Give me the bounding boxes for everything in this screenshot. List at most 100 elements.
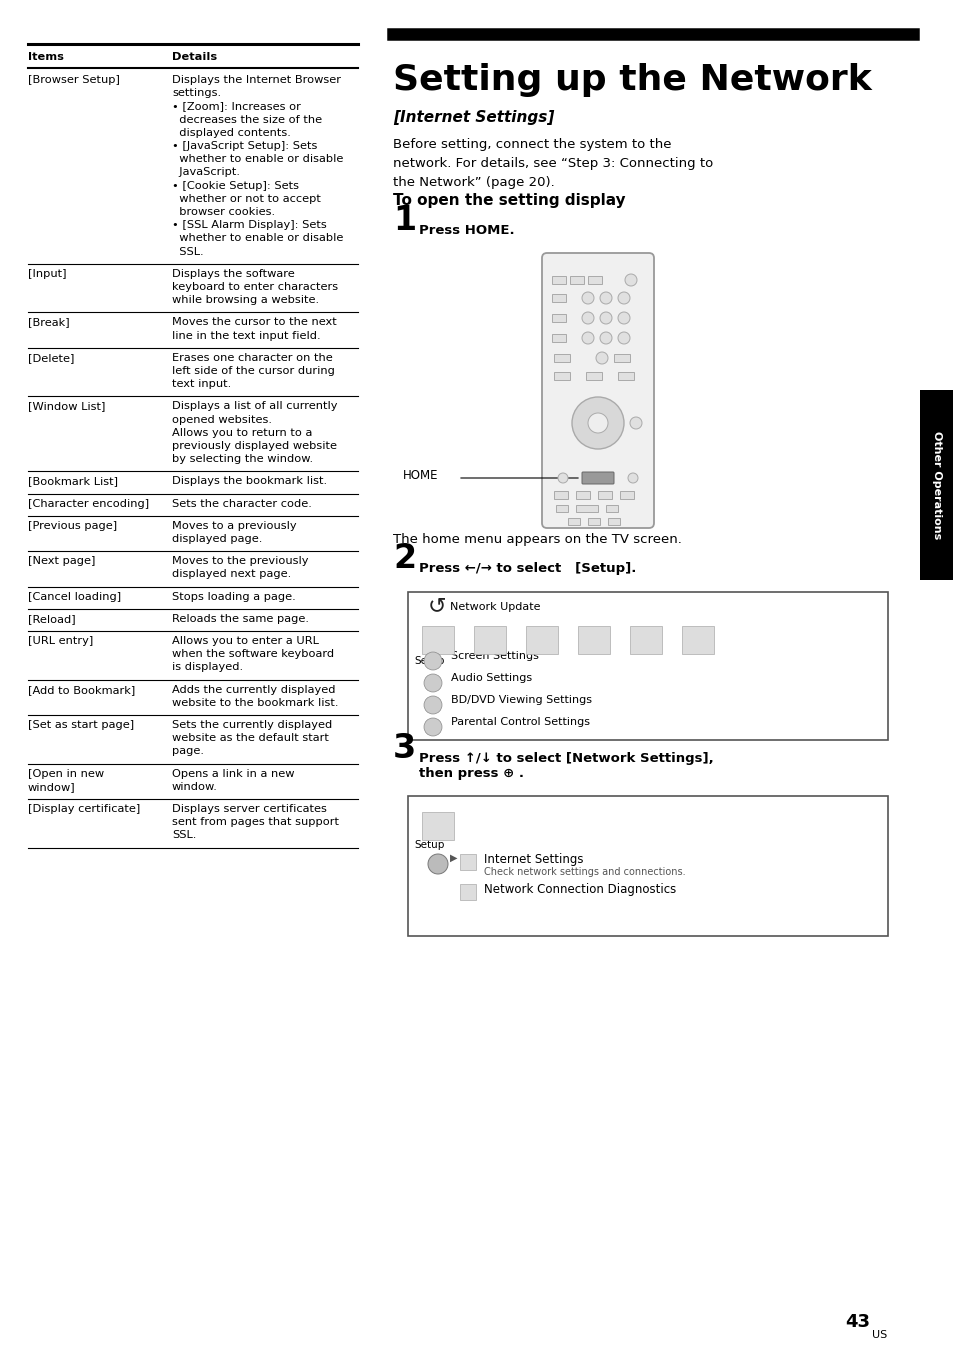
Bar <box>552 293 565 301</box>
Text: Screen Settings: Screen Settings <box>451 652 538 661</box>
Text: browser cookies.: browser cookies. <box>172 207 274 218</box>
Circle shape <box>428 854 448 873</box>
Text: displayed contents.: displayed contents. <box>172 128 291 138</box>
Text: website to the bookmark list.: website to the bookmark list. <box>172 698 338 708</box>
Text: [Previous page]: [Previous page] <box>28 521 117 531</box>
Text: • [SSL Alarm Display]: Sets: • [SSL Alarm Display]: Sets <box>172 220 327 230</box>
Bar <box>552 276 565 284</box>
Text: then press ⊕ .: then press ⊕ . <box>418 767 523 780</box>
Bar <box>554 491 567 499</box>
Text: [Display certificate]: [Display certificate] <box>28 804 140 814</box>
Text: while browsing a website.: while browsing a website. <box>172 295 319 306</box>
Text: by selecting the window.: by selecting the window. <box>172 454 313 464</box>
Circle shape <box>624 274 637 287</box>
Text: Network Update: Network Update <box>450 602 540 612</box>
Text: Adds the currently displayed: Adds the currently displayed <box>172 684 335 695</box>
Text: JavaScript.: JavaScript. <box>172 168 240 177</box>
Text: [Next page]: [Next page] <box>28 556 95 566</box>
Text: Moves the cursor to the next: Moves the cursor to the next <box>172 318 336 327</box>
Text: • [JavaScript Setup]: Sets: • [JavaScript Setup]: Sets <box>172 141 317 151</box>
Text: website as the default start: website as the default start <box>172 733 329 744</box>
Bar <box>598 491 612 499</box>
Bar <box>587 276 601 284</box>
Text: Network Connection Diagnostics: Network Connection Diagnostics <box>483 883 676 896</box>
Circle shape <box>581 333 594 343</box>
Text: Displays the software: Displays the software <box>172 269 294 279</box>
Bar <box>587 518 599 525</box>
Text: Details: Details <box>172 51 217 62</box>
Bar <box>605 506 618 512</box>
Bar <box>552 314 565 322</box>
Circle shape <box>627 473 638 483</box>
Text: previously displayed website: previously displayed website <box>172 441 336 452</box>
Text: [Browser Setup]: [Browser Setup] <box>28 74 120 85</box>
Text: whether or not to accept: whether or not to accept <box>172 193 320 204</box>
Text: Press HOME.: Press HOME. <box>418 224 514 237</box>
Text: Displays server certificates: Displays server certificates <box>172 804 327 814</box>
Text: US: US <box>871 1330 886 1340</box>
Circle shape <box>587 412 607 433</box>
Circle shape <box>599 292 612 304</box>
Bar <box>421 626 454 654</box>
Text: Displays the Internet Browser: Displays the Internet Browser <box>172 74 340 85</box>
Text: To open the setting display: To open the setting display <box>393 193 625 208</box>
Circle shape <box>596 352 607 364</box>
Bar <box>569 276 583 284</box>
Circle shape <box>423 696 441 714</box>
Text: keyboard to enter characters: keyboard to enter characters <box>172 283 337 292</box>
Text: [Cancel loading]: [Cancel loading] <box>28 592 121 602</box>
Text: Erases one character on the: Erases one character on the <box>172 353 333 362</box>
Text: [URL entry]: [URL entry] <box>28 635 93 646</box>
Text: 43: 43 <box>844 1313 869 1330</box>
FancyBboxPatch shape <box>581 472 614 484</box>
Bar <box>619 491 634 499</box>
Bar <box>629 626 661 654</box>
Circle shape <box>423 718 441 735</box>
Bar <box>474 626 505 654</box>
Bar <box>614 354 629 362</box>
Text: when the software keyboard: when the software keyboard <box>172 649 334 660</box>
Text: [Input]: [Input] <box>28 269 67 279</box>
Text: [Bookmark List]: [Bookmark List] <box>28 476 118 487</box>
Text: displayed page.: displayed page. <box>172 534 262 544</box>
Bar <box>919 389 953 580</box>
Circle shape <box>599 333 612 343</box>
Text: SSL.: SSL. <box>172 246 203 257</box>
Text: [Break]: [Break] <box>28 318 70 327</box>
Text: SSL.: SSL. <box>172 830 196 841</box>
Text: Displays a list of all currently: Displays a list of all currently <box>172 402 337 411</box>
Text: sent from pages that support: sent from pages that support <box>172 817 338 827</box>
Text: ↺: ↺ <box>428 596 446 617</box>
Text: Press ←/→ to select   [Setup].: Press ←/→ to select [Setup]. <box>418 562 636 575</box>
Text: • [Zoom]: Increases or: • [Zoom]: Increases or <box>172 101 300 111</box>
Text: decreases the size of the: decreases the size of the <box>172 115 322 124</box>
Bar <box>578 626 609 654</box>
Text: is displayed.: is displayed. <box>172 662 243 672</box>
Text: Allows you to return to a: Allows you to return to a <box>172 427 312 438</box>
Text: window]: window] <box>28 781 75 792</box>
Text: Allows you to enter a URL: Allows you to enter a URL <box>172 635 318 646</box>
Bar <box>554 372 569 380</box>
Text: Audio Settings: Audio Settings <box>451 673 532 683</box>
Bar <box>408 796 887 936</box>
Text: • [Cookie Setup]: Sets: • [Cookie Setup]: Sets <box>172 181 298 191</box>
Text: Moves to a previously: Moves to a previously <box>172 521 296 531</box>
Text: settings.: settings. <box>172 88 221 99</box>
Text: Press ↑/↓ to select [Network Settings],: Press ↑/↓ to select [Network Settings], <box>418 752 713 765</box>
Text: Setup: Setup <box>415 840 445 850</box>
Text: [Window List]: [Window List] <box>28 402 105 411</box>
Bar <box>576 506 598 512</box>
Bar <box>576 491 589 499</box>
Bar <box>585 372 601 380</box>
Text: whether to enable or disable: whether to enable or disable <box>172 154 343 164</box>
Bar <box>681 626 713 654</box>
Bar <box>552 334 565 342</box>
Text: Before setting, connect the system to the
network. For details, see “Step 3: Con: Before setting, connect the system to th… <box>393 138 713 189</box>
Bar <box>618 372 634 380</box>
Text: [Set as start page]: [Set as start page] <box>28 721 134 730</box>
Text: whether to enable or disable: whether to enable or disable <box>172 234 343 243</box>
Text: Setup: Setup <box>415 656 445 667</box>
Text: page.: page. <box>172 746 204 756</box>
Circle shape <box>581 312 594 324</box>
Text: Items: Items <box>28 51 64 62</box>
